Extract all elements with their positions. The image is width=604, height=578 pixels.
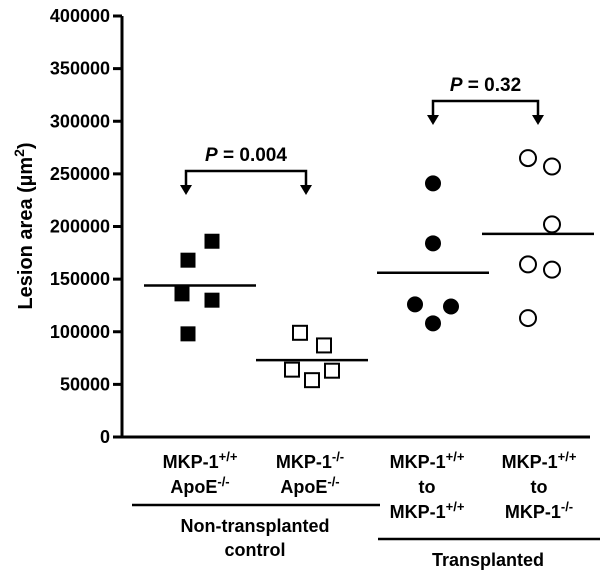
y-axis-label-text: Lesion area (µm2): [11, 142, 37, 309]
point-group-1-2: [284, 361, 300, 378]
y-axis-label: Lesion area (µm2): [11, 142, 37, 309]
group-label-0-line-1: ApoE-/-: [170, 474, 229, 498]
p-value-label-0: P = 0.004: [205, 145, 287, 166]
point-group-1-3: [324, 362, 340, 379]
y-tick-label-1: 50000: [60, 374, 110, 394]
caption-1-line-0: Transplanted: [432, 550, 544, 570]
point-group-2-4: [425, 315, 441, 332]
point-group-3-0: [519, 149, 537, 168]
arrow-left-0: [180, 185, 192, 195]
y-tick-label-3: 150000: [50, 269, 110, 289]
point-group-2-3: [443, 298, 459, 315]
group-label-3-line-0: MKP-1+/+: [502, 449, 577, 473]
arrow-left-1: [427, 115, 439, 125]
point-group-3-5: [519, 309, 537, 328]
point-group-0-0: [204, 233, 220, 249]
bracket-0: [184, 169, 308, 187]
y-tick-label-0: 0: [100, 427, 110, 447]
point-group-2-0: [425, 175, 441, 192]
group-label-2-line-2: MKP-1+/+: [390, 499, 465, 523]
group-label-1-line-0: MKP-1-/-: [276, 449, 344, 473]
group-means: [144, 232, 594, 362]
arrow-right-1: [532, 115, 544, 125]
point-group-3-2: [543, 215, 561, 234]
point-group-0-2: [174, 286, 190, 302]
p-value-label-1: P = 0.32: [450, 75, 521, 96]
point-group-1-0: [292, 324, 308, 341]
point-group-1-4: [304, 372, 320, 389]
point-group-0-3: [204, 292, 220, 308]
group-label-3-line-1: to: [531, 477, 548, 497]
point-group-1-1: [316, 337, 332, 354]
group-label-2-line-0: MKP-1+/+: [390, 449, 465, 473]
y-tick-label-4: 200000: [50, 217, 110, 237]
y-axis: 0 50000 100000 150000 200000 250000 300000 3500…: [50, 6, 590, 447]
group-label-1-line-1: ApoE-/-: [280, 474, 339, 498]
arrow-right-0: [300, 185, 312, 195]
point-group-2-2: [407, 296, 423, 313]
y-tick-label-8: 400000: [50, 6, 110, 26]
group-label-0-line-0: MKP-1+/+: [163, 449, 238, 473]
group-label-3-line-2: MKP-1-/-: [505, 499, 573, 523]
point-group-0-4: [180, 326, 196, 342]
point-group-2-1: [425, 235, 441, 252]
caption-0-line-1: control: [225, 540, 286, 560]
bracket-1: [431, 99, 540, 117]
caption-0-line-0: Non-transplanted: [180, 516, 329, 536]
data-points: [174, 149, 561, 389]
group-captions: Non-transplanted control Transplanted: [132, 503, 600, 570]
significance-brackets: P = 0.004 P = 0.32: [180, 75, 544, 195]
point-group-0-1: [180, 252, 196, 268]
point-group-3-4: [543, 260, 561, 279]
y-tick-label-2: 100000: [50, 322, 110, 342]
y-tick-label-6: 300000: [50, 111, 110, 131]
y-tick-label-5: 250000: [50, 164, 110, 184]
group-label-2-line-1: to: [419, 477, 436, 497]
y-tick-label-7: 350000: [50, 59, 110, 79]
point-group-3-1: [543, 157, 561, 176]
point-group-3-3: [519, 255, 537, 274]
group-labels: MKP-1+/+ApoE-/-MKP-1-/-ApoE-/-MKP-1+/+to…: [163, 449, 577, 523]
